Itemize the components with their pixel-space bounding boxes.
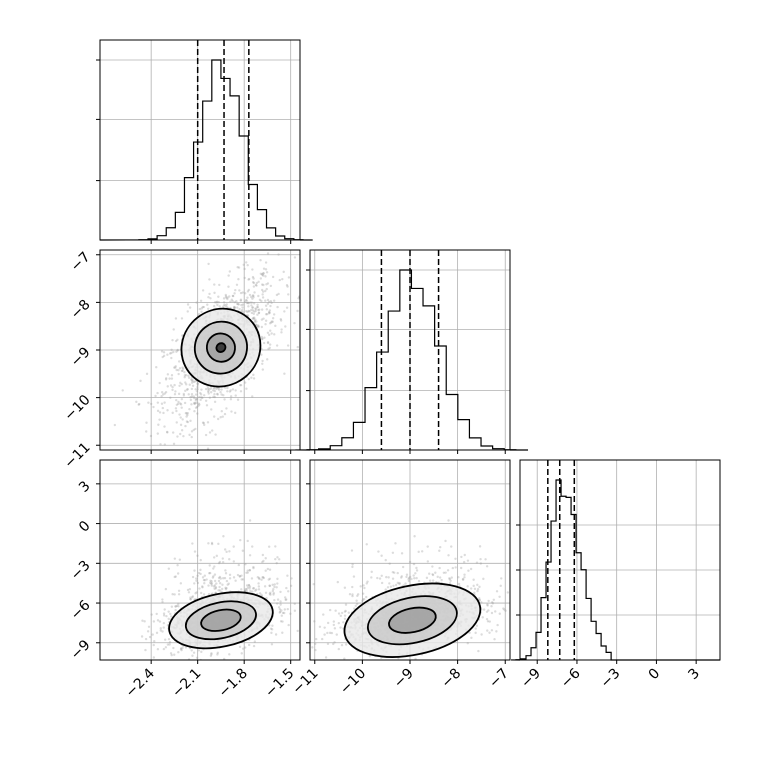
y-tick-label: −3 <box>68 558 94 584</box>
histogram-panel-0 <box>100 40 300 240</box>
scatter-panel-0-1 <box>100 250 300 450</box>
histogram-0-steps <box>99 59 313 241</box>
x-tick-label: −9 <box>518 666 544 692</box>
contour-0-2-0 <box>200 608 242 632</box>
contour-0-2-2 <box>168 591 274 650</box>
x-tick-label: −10 <box>337 666 369 698</box>
y-tick-label: −10 <box>61 392 93 424</box>
y-tick-label: −9 <box>68 344 94 370</box>
scatter-panel-0-2-frame <box>99 459 301 661</box>
y-tick-label: 0 <box>76 518 94 536</box>
x-tick-label: −8 <box>439 666 465 692</box>
histogram-panel-0-frame <box>99 39 301 241</box>
histogram-2-steps <box>510 479 720 661</box>
x-tick-label: −3 <box>598 666 624 692</box>
x-tick-label: −7 <box>486 666 512 692</box>
x-tick-label: −9 <box>391 666 417 692</box>
contour-0-2-1 <box>184 600 257 641</box>
y-tick-label: −6 <box>68 597 94 623</box>
x-tick-label: −1.8 <box>216 666 251 701</box>
y-tick-label: −11 <box>61 440 93 472</box>
histogram-panel-2 <box>520 460 720 660</box>
contour-1-2-2 <box>343 582 482 658</box>
contour-0-1-3 <box>215 342 227 353</box>
x-tick-label: −2.1 <box>169 666 204 701</box>
y-tick-label: −9 <box>68 637 94 663</box>
density-fill-1-2-2 <box>388 607 436 633</box>
density-fill-0-1-3 <box>216 343 226 353</box>
density-fill-0-2-2 <box>201 609 241 631</box>
scatter-points-1-2 <box>311 519 510 660</box>
contour-1-2-0 <box>388 606 437 634</box>
histogram-panel-2-frame <box>519 459 721 661</box>
contour-0-1-1 <box>193 320 248 375</box>
x-tick-label: −6 <box>558 665 584 691</box>
scatter-points-0-1 <box>113 250 300 450</box>
contour-0-1-0 <box>205 332 236 363</box>
y-tick-label: 3 <box>76 478 94 496</box>
y-tick-label: −7 <box>68 249 94 275</box>
x-tick-label: −11 <box>289 666 321 698</box>
x-tick-label: −2.4 <box>123 665 158 700</box>
contour-1-2-1 <box>366 595 458 646</box>
scatter-points-0-2 <box>140 519 300 660</box>
x-tick-label: 0 <box>646 666 664 684</box>
histogram-1-steps <box>295 269 529 451</box>
x-tick-label: 3 <box>685 666 703 684</box>
y-tick-label: −8 <box>68 297 94 323</box>
contour-0-1-2 <box>180 307 262 388</box>
